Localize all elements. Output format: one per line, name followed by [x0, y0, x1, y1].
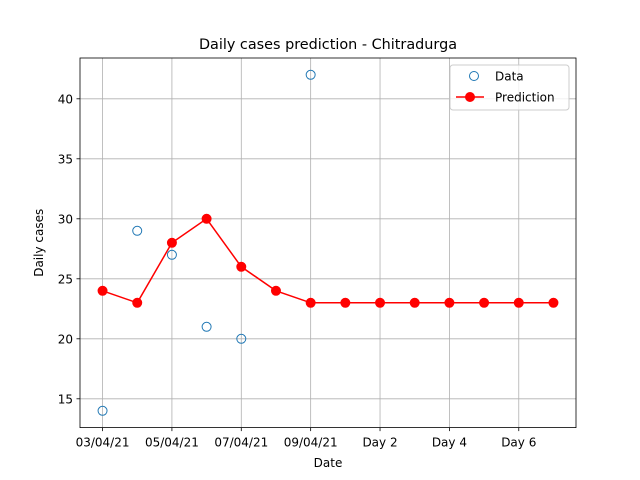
- legend: Data Prediction: [449, 64, 570, 111]
- series-prediction: [97, 213, 559, 308]
- legend-data-label: Data: [495, 70, 524, 84]
- prediction-point: [513, 297, 524, 308]
- x-tick-label: Day 4: [432, 436, 467, 450]
- series-data: [97, 69, 316, 416]
- x-tick-label: 07/04/21: [214, 436, 268, 450]
- x-tick-label: 09/04/21: [284, 436, 338, 450]
- data-point: [166, 249, 177, 260]
- y-tick-label: 30: [58, 212, 73, 226]
- prediction-line: [102, 217, 554, 304]
- y-tick-label: 25: [58, 272, 73, 286]
- legend-prediction-marker: [465, 92, 475, 102]
- legend-data-marker: [469, 71, 479, 81]
- data-point: [305, 69, 316, 80]
- x-axis: 03/04/21 05/04/21 07/04/21 09/04/21 Day 2 Day…: [76, 427, 536, 450]
- legend-frame: [449, 64, 570, 111]
- x-tick-label: Day 2: [362, 436, 397, 450]
- y-axis-label: Daily cases: [32, 209, 46, 277]
- prediction-point: [375, 297, 386, 308]
- prediction-point: [236, 261, 247, 272]
- y-tick-label: 20: [58, 332, 73, 346]
- y-tick-label: 15: [58, 392, 73, 406]
- data-point: [236, 333, 247, 344]
- prediction-point: [340, 297, 351, 308]
- x-tick-label: Day 6: [501, 436, 536, 450]
- x-tick-label: 05/04/21: [145, 436, 199, 450]
- prediction-point: [132, 297, 143, 308]
- prediction-point: [270, 285, 281, 296]
- prediction-point: [166, 237, 177, 248]
- x-tick-label: 03/04/21: [76, 436, 130, 450]
- prediction-point: [444, 297, 455, 308]
- plot-frame: [79, 57, 577, 429]
- x-axis-label: Date: [314, 456, 343, 470]
- prediction-point: [479, 297, 490, 308]
- prediction-point: [548, 297, 559, 308]
- chart-title: Daily cases prediction - Chitradurga: [199, 37, 457, 53]
- prediction-point: [97, 285, 108, 296]
- data-point: [201, 321, 212, 332]
- data-point: [97, 405, 108, 416]
- y-axis: 15 20 25 30 35 40: [58, 92, 80, 406]
- y-tick-label: 40: [58, 92, 73, 106]
- prediction-point: [409, 297, 420, 308]
- data-point: [132, 225, 143, 236]
- prediction-point: [201, 213, 212, 224]
- y-tick-label: 35: [58, 152, 73, 166]
- prediction-point: [305, 297, 316, 308]
- series-layer: [97, 69, 559, 416]
- legend-prediction-label: Prediction: [495, 91, 555, 105]
